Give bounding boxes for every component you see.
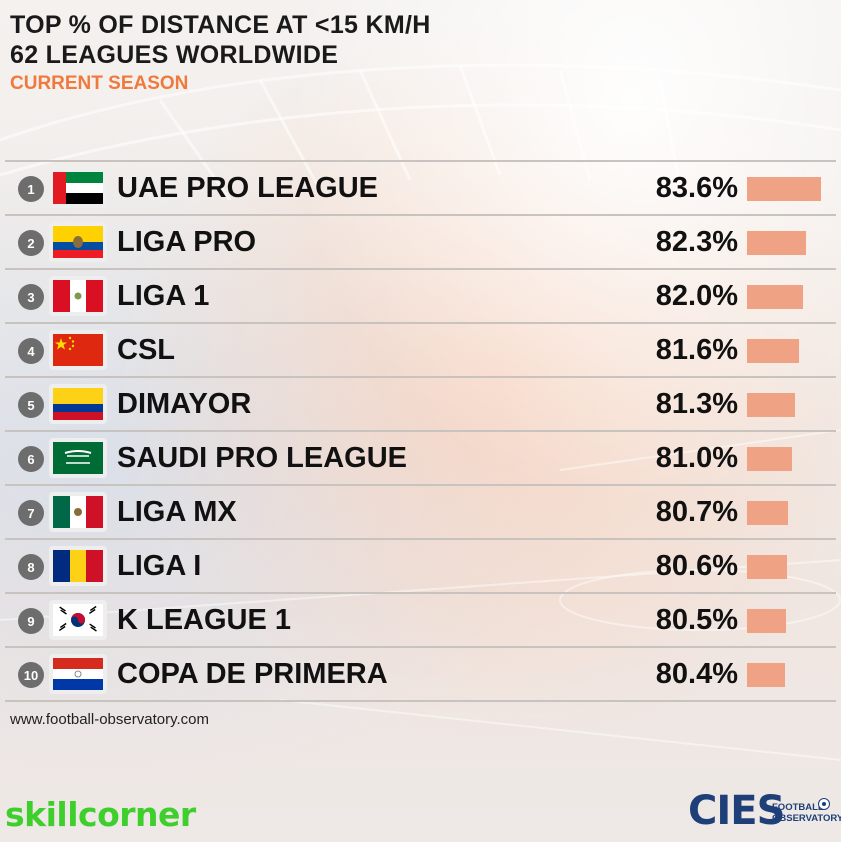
source-url: www.football-observatory.com (10, 711, 209, 728)
table-row: 6 SAUDI PRO LEAGUE 81.0% (5, 430, 836, 484)
value-bar (747, 609, 787, 633)
peru-flag (49, 276, 107, 316)
value-bar (747, 501, 789, 525)
saudi-arabia-flag-icon (53, 442, 103, 474)
league-name: COPA DE PRIMERA (117, 658, 388, 690)
table-row: 9 K LEAGUE 1 80.5% (5, 592, 836, 646)
paraguay-flag-icon (53, 658, 103, 690)
rank-badge: 7 (18, 500, 44, 526)
league-name: CSL (117, 334, 175, 366)
mexico-flag (49, 492, 107, 532)
value-label: 82.3% (655, 226, 738, 258)
league-name: LIGA I (117, 550, 202, 582)
value-bar (747, 663, 786, 687)
league-name: SAUDI PRO LEAGUE (117, 442, 408, 474)
rank-badge: 10 (18, 662, 44, 688)
rank-badge: 6 (18, 446, 44, 472)
rank-badge: 9 (18, 608, 44, 634)
title-line-1: TOP % OF DISTANCE AT <15 KM/H (10, 11, 431, 39)
rank-badge: 4 (18, 338, 44, 364)
subtitle: CURRENT SEASON (10, 73, 189, 94)
ecuador-flag-icon (53, 226, 103, 258)
south-korea-flag-icon (53, 604, 103, 636)
table-row: 10 COPA DE PRIMERA 80.4% (5, 646, 836, 702)
table-row: 1 UAE PRO LEAGUE 83.6% (5, 160, 836, 214)
league-name: LIGA 1 (117, 280, 210, 312)
cies-sub-line-2: OBSERVATORY (772, 813, 841, 824)
value-bar (747, 339, 799, 363)
value-label: 81.0% (655, 442, 738, 474)
saudi-arabia-flag (49, 438, 107, 478)
romania-flag (49, 546, 107, 586)
value-bar (747, 555, 788, 579)
cies-logo-text: CIES (688, 788, 785, 834)
peru-flag-icon (53, 280, 103, 312)
value-bar (747, 231, 807, 255)
uae-flag (49, 168, 107, 208)
value-bar (747, 393, 796, 417)
cies-logo-subtext: FOOTBALL OBSERVATORY (772, 802, 841, 824)
value-bar (747, 447, 792, 471)
value-label: 81.6% (655, 334, 738, 366)
skillcorner-logo: SKILLCORNER (5, 795, 196, 834)
mexico-flag-icon (53, 496, 103, 528)
value-label: 80.6% (655, 550, 738, 582)
value-label: 82.0% (655, 280, 738, 312)
rank-badge: 3 (18, 284, 44, 310)
ecuador-flag (49, 222, 107, 262)
skillcorner-logo-text: SKILLCORNER (5, 795, 196, 834)
title-line-2: 62 LEAGUES WORLDWIDE (10, 41, 339, 69)
value-label: 80.7% (655, 496, 738, 528)
football-icon (818, 798, 830, 810)
china-flag-icon (53, 334, 103, 366)
table-row: 4 CSL 81.6% (5, 322, 836, 376)
romania-flag-icon (53, 550, 103, 582)
value-label: 81.3% (655, 388, 738, 420)
value-bar (747, 177, 821, 201)
value-bar (747, 285, 804, 309)
value-label: 80.4% (655, 658, 738, 690)
colombia-flag-icon (53, 388, 103, 420)
ranking-table: 1 UAE PRO LEAGUE 83.6% 2 LIGA PRO 82.3% 3 LIGA … (5, 160, 836, 702)
league-name: UAE PRO LEAGUE (117, 172, 379, 204)
value-label: 83.6% (655, 172, 738, 204)
rank-badge: 5 (18, 392, 44, 418)
colombia-flag (49, 384, 107, 424)
table-row: 2 LIGA PRO 82.3% (5, 214, 836, 268)
league-name: K LEAGUE 1 (117, 604, 292, 636)
value-label: 80.5% (655, 604, 738, 636)
league-name: LIGA PRO (117, 226, 257, 258)
south-korea-flag (49, 600, 107, 640)
table-row: 8 LIGA I 80.6% (5, 538, 836, 592)
cies-logo: CIES FOOTBALL OBSERVATORY (688, 788, 841, 836)
uae-flag-icon (53, 172, 103, 204)
table-row: 7 LIGA MX 80.7% (5, 484, 836, 538)
table-row: 3 LIGA 1 82.0% (5, 268, 836, 322)
paraguay-flag (49, 654, 107, 694)
rank-badge: 8 (18, 554, 44, 580)
table-row: 5 DIMAYOR 81.3% (5, 376, 836, 430)
title-block: TOP % OF DISTANCE AT <15 KM/H 62 LEAGUES… (10, 10, 431, 96)
cies-sub-line-1: FOOTBALL (772, 802, 824, 813)
league-name: LIGA MX (117, 496, 237, 528)
rank-badge: 2 (18, 230, 44, 256)
league-name: DIMAYOR (117, 388, 252, 420)
rank-badge: 1 (18, 176, 44, 202)
china-flag (49, 330, 107, 370)
